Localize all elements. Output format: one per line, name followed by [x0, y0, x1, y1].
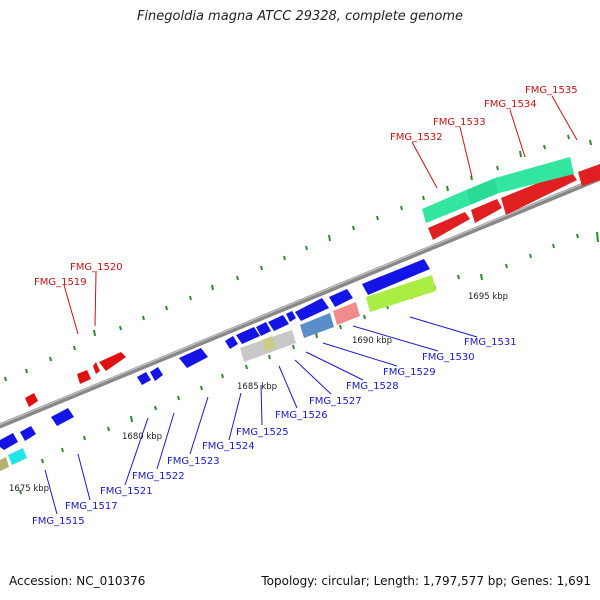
gene-fmg-1530-arrow[interactable] [362, 259, 430, 295]
gene-label-fmg-1519[interactable]: FMG_1519 [34, 277, 87, 288]
gene-fmg-1531-lime[interactable] [366, 275, 436, 312]
gene-label-fmg-1525[interactable]: FMG_1525 [236, 427, 289, 438]
leader-lines-bottom [44, 316, 478, 515]
gene-fmg-1521-arrow[interactable] [51, 408, 74, 426]
gene-fmg-1520-arrow[interactable] [93, 362, 100, 374]
gene-label-fmg-1527[interactable]: FMG_1527 [309, 396, 362, 407]
gene-fmg-1522-arrow[interactable] [137, 372, 151, 385]
map-title: Finegoldia magna ATCC 29328, complete ge… [136, 9, 464, 24]
forward-strand-genes [25, 164, 600, 407]
gene-fmg-1517-cyan[interactable] [8, 448, 27, 465]
gene-label-fmg-1521[interactable]: FMG_1521 [100, 486, 153, 497]
gene-label-fmg-1528[interactable]: FMG_1528 [346, 381, 399, 392]
other-genes [0, 275, 436, 471]
gene-gray-olive-mark[interactable] [262, 336, 276, 352]
gene-label-fmg-1517[interactable]: FMG_1517 [65, 501, 118, 512]
gene-fmg-1520b-arrow[interactable] [99, 352, 126, 371]
gene-fmg-1532-arrow[interactable] [428, 212, 470, 240]
gene-label-fmg-1529[interactable]: FMG_1529 [383, 367, 436, 378]
gene-fmg-1528-arrow[interactable] [295, 298, 329, 321]
gene-label-fmg-1520[interactable]: FMG_1520 [70, 262, 123, 273]
gene-label-fmg-1534[interactable]: FMG_1534 [484, 99, 537, 110]
genome-backbone [0, 175, 600, 429]
scale-label-1685: 1685 kbp [237, 382, 277, 392]
scale-labels: 1675 kbp 1680 kbp 1685 kbp 1690 kbp 1695… [9, 292, 508, 494]
gene-fmg-1527-arrow[interactable] [268, 315, 289, 331]
gene-fmg-1523-arrow[interactable] [179, 348, 208, 368]
scale-label-1680: 1680 kbp [122, 432, 162, 442]
gene-fmg-1522b-arrow[interactable] [150, 367, 163, 381]
gene-fmg-1533-arrow[interactable] [471, 199, 502, 223]
gene-small-red-arrow[interactable] [25, 393, 38, 407]
scale-label-1695: 1695 kbp [468, 292, 508, 302]
scale-label-1690: 1690 kbp [352, 336, 392, 346]
gene-fmg-1527b-arrow[interactable] [286, 311, 296, 322]
gene-green-2[interactable] [466, 178, 499, 205]
accession-text: Accession: NC_010376 [9, 574, 146, 588]
leader-lines-top [63, 95, 578, 335]
gene-fmg-1517-arrow[interactable] [20, 426, 36, 441]
gene-fmg-1515-arrow[interactable] [0, 433, 18, 450]
gene-fmg-1529-arrow[interactable] [329, 289, 353, 307]
scale-label-1675: 1675 kbp [9, 484, 49, 494]
gene-label-fmg-1530[interactable]: FMG_1530 [422, 352, 475, 363]
gene-label-fmg-1522[interactable]: FMG_1522 [132, 471, 185, 482]
gene-green-1[interactable] [422, 190, 470, 223]
gene-label-fmg-1535[interactable]: FMG_1535 [525, 85, 578, 96]
gene-fmg-1525-arrow[interactable] [236, 327, 260, 344]
gene-label-fmg-1515[interactable]: FMG_1515 [32, 516, 85, 527]
gene-green-3[interactable] [495, 157, 574, 193]
gene-label-fmg-1533[interactable]: FMG_1533 [433, 117, 486, 128]
gene-steelblue-segment[interactable] [300, 313, 334, 338]
reverse-strand-genes [0, 259, 430, 450]
gene-label-fmg-1531[interactable]: FMG_1531 [464, 337, 517, 348]
gene-olive-segment[interactable] [0, 457, 9, 471]
gene-fmg-1526-arrow[interactable] [256, 322, 271, 336]
tick-row-upper [4, 134, 592, 382]
gene-labels-forward: FMG_1519 FMG_1520 FMG_1532 FMG_1533 FMG_… [34, 85, 578, 288]
gene-fmg-1519-arrow[interactable] [77, 370, 91, 384]
gene-label-fmg-1526[interactable]: FMG_1526 [275, 410, 328, 421]
forward-strand-green-genes [422, 157, 574, 223]
gene-label-fmg-1524[interactable]: FMG_1524 [202, 441, 255, 452]
gene-fmg-1535-arrow[interactable] [578, 164, 600, 186]
gene-labels-reverse: FMG_1515 FMG_1517 FMG_1521 FMG_1522 FMG_… [32, 337, 517, 527]
gene-pink-segment[interactable] [333, 302, 360, 325]
gene-fmg-1524-arrow[interactable] [225, 336, 238, 349]
genome-summary-text: Topology: circular; Length: 1,797,577 bp… [261, 574, 591, 588]
gene-label-fmg-1523[interactable]: FMG_1523 [167, 456, 220, 467]
gene-fmg-1534-arrow[interactable] [501, 170, 577, 215]
genome-backbone-highlight [0, 175, 600, 426]
gene-label-fmg-1532[interactable]: FMG_1532 [390, 132, 443, 143]
